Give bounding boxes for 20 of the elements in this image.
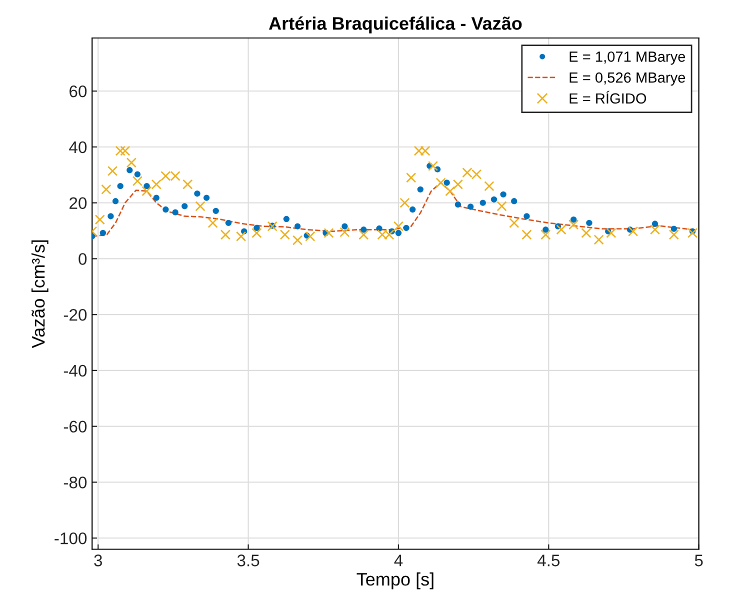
y-axis-title: Vazão [cm³/s] <box>32 240 48 348</box>
legend-label: E = 0,526 MBarye <box>570 72 686 86</box>
y-tick-label: 40 <box>69 141 87 154</box>
legend-label: E = RÍGIDO <box>570 90 646 104</box>
y-tick-label: -20 <box>64 308 87 321</box>
x-tick-label: 3 <box>94 554 102 566</box>
y-tick-label: -60 <box>64 420 87 433</box>
y-tick-label: -80 <box>64 476 87 488</box>
x-tick-label: 3.5 <box>237 554 260 566</box>
y-tick-label: -100 <box>54 532 87 544</box>
y-tick-label: 0 <box>78 253 87 265</box>
x-axis-title: Tempo [s] <box>356 572 434 590</box>
y-tick-label: -40 <box>64 364 87 377</box>
chart-title: Artéria Braquicefálica - Vazão <box>268 16 522 34</box>
x-tick-label: 4.5 <box>537 554 560 566</box>
x-tick-label: 5 <box>694 554 703 566</box>
x-tick-label: 4 <box>394 554 403 566</box>
legend-label: E = 1,071 MBarye <box>570 52 686 65</box>
y-tick-label: 60 <box>70 85 87 98</box>
y-tick-label: 20 <box>70 197 87 210</box>
